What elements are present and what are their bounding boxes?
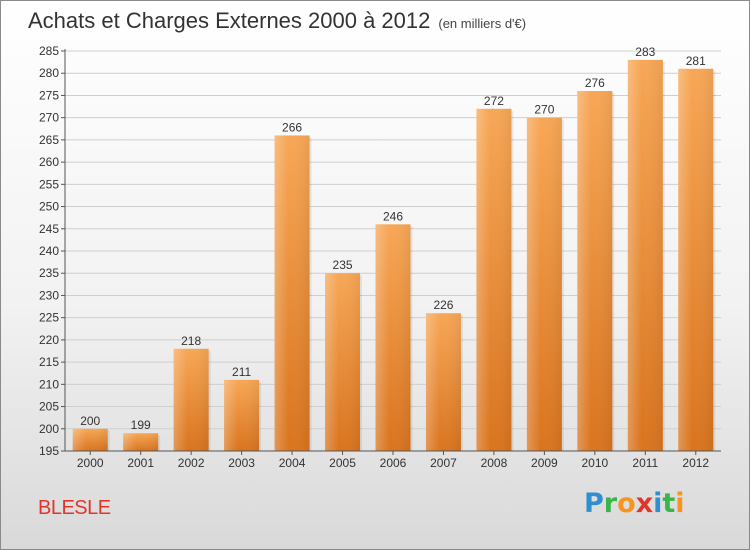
x-tick-label: 2007 xyxy=(430,456,457,470)
y-tick-label: 205 xyxy=(39,400,59,414)
logo-letter: r xyxy=(603,488,618,519)
data-label: 226 xyxy=(433,298,453,312)
bar-highlight xyxy=(425,313,461,451)
bar-highlight xyxy=(627,59,663,452)
y-tick-label: 285 xyxy=(39,44,59,58)
data-label: 211 xyxy=(232,365,251,379)
y-tick-label: 230 xyxy=(39,288,59,302)
data-label: 199 xyxy=(131,418,151,432)
y-tick-label: 280 xyxy=(39,66,59,80)
data-label: 283 xyxy=(635,45,655,59)
commune-name: BLESLE xyxy=(38,497,111,519)
data-label: 235 xyxy=(333,258,353,272)
data-label: 272 xyxy=(484,94,504,108)
bar-highlight xyxy=(72,428,108,451)
bar-highlight xyxy=(678,68,714,452)
bar-highlight xyxy=(577,91,613,451)
bar-highlight xyxy=(476,108,512,452)
x-tick-label: 2006 xyxy=(380,456,407,470)
y-tick-label: 250 xyxy=(39,200,59,214)
bar-highlight xyxy=(173,348,209,451)
x-tick-label: 2012 xyxy=(682,456,709,470)
x-tick-label: 2004 xyxy=(279,456,306,470)
logo-letter: o xyxy=(617,488,636,519)
logo-letter: i xyxy=(653,488,663,519)
bar-highlight xyxy=(325,273,361,451)
logo-letter: x xyxy=(635,488,654,519)
logo-letter: i xyxy=(675,488,685,519)
y-tick-label: 220 xyxy=(39,333,59,347)
x-tick-label: 2000 xyxy=(77,456,104,470)
chart-title: Achats et Charges Externes 2000 à 2012 (e… xyxy=(28,8,526,34)
data-label: 200 xyxy=(80,414,100,428)
x-tick-label: 2002 xyxy=(178,456,205,470)
y-tick-label: 245 xyxy=(39,222,59,236)
data-label: 266 xyxy=(282,120,302,134)
x-tick-label: 2009 xyxy=(531,456,558,470)
chart-subtitle: (en milliers d'€) xyxy=(438,16,527,31)
x-tick-label: 2003 xyxy=(228,456,255,470)
y-tick-label: 275 xyxy=(39,88,59,102)
data-label: 218 xyxy=(181,334,201,348)
y-tick-label: 265 xyxy=(39,133,59,147)
bar-highlight xyxy=(123,433,159,451)
bar-highlight xyxy=(274,135,310,451)
chart-title-text: Achats et Charges Externes 2000 à 2012 xyxy=(28,8,431,33)
proxiti-logo: Proxiti xyxy=(584,488,685,519)
bar-highlight xyxy=(224,379,260,451)
y-tick-label: 210 xyxy=(39,377,59,391)
axes: 195 200 205 210 215 220 225 230 235 240 245 250 255 2… xyxy=(39,44,721,470)
data-label: 276 xyxy=(585,76,605,90)
y-tick-label: 255 xyxy=(39,177,59,191)
x-tick-label: 2008 xyxy=(481,456,508,470)
logo-letter: P xyxy=(584,488,604,519)
data-label: 270 xyxy=(534,103,554,117)
bar-highlight xyxy=(375,224,411,451)
y-tick-label: 195 xyxy=(39,444,59,458)
x-tick-label: 2001 xyxy=(127,456,154,470)
data-label: 246 xyxy=(383,209,403,223)
y-tick-label: 240 xyxy=(39,244,59,258)
y-tick-label: 270 xyxy=(39,111,59,125)
y-tick-label: 235 xyxy=(39,266,59,280)
labels: 200 199 218 211 266 235 246 226 272 270 276 283 281 xyxy=(80,45,706,432)
x-tick-label: 2005 xyxy=(329,456,356,470)
y-tick-label: 225 xyxy=(39,311,59,325)
x-tick-label: 2010 xyxy=(581,456,608,470)
data-label: 281 xyxy=(686,54,706,68)
y-tick-label: 260 xyxy=(39,155,59,169)
y-tick-label: 215 xyxy=(39,355,59,369)
bar-highlight xyxy=(526,117,562,452)
bars xyxy=(72,59,716,452)
y-tick-label: 200 xyxy=(39,422,59,436)
x-tick-label: 2011 xyxy=(632,456,658,470)
logo-letter: t xyxy=(662,488,676,519)
